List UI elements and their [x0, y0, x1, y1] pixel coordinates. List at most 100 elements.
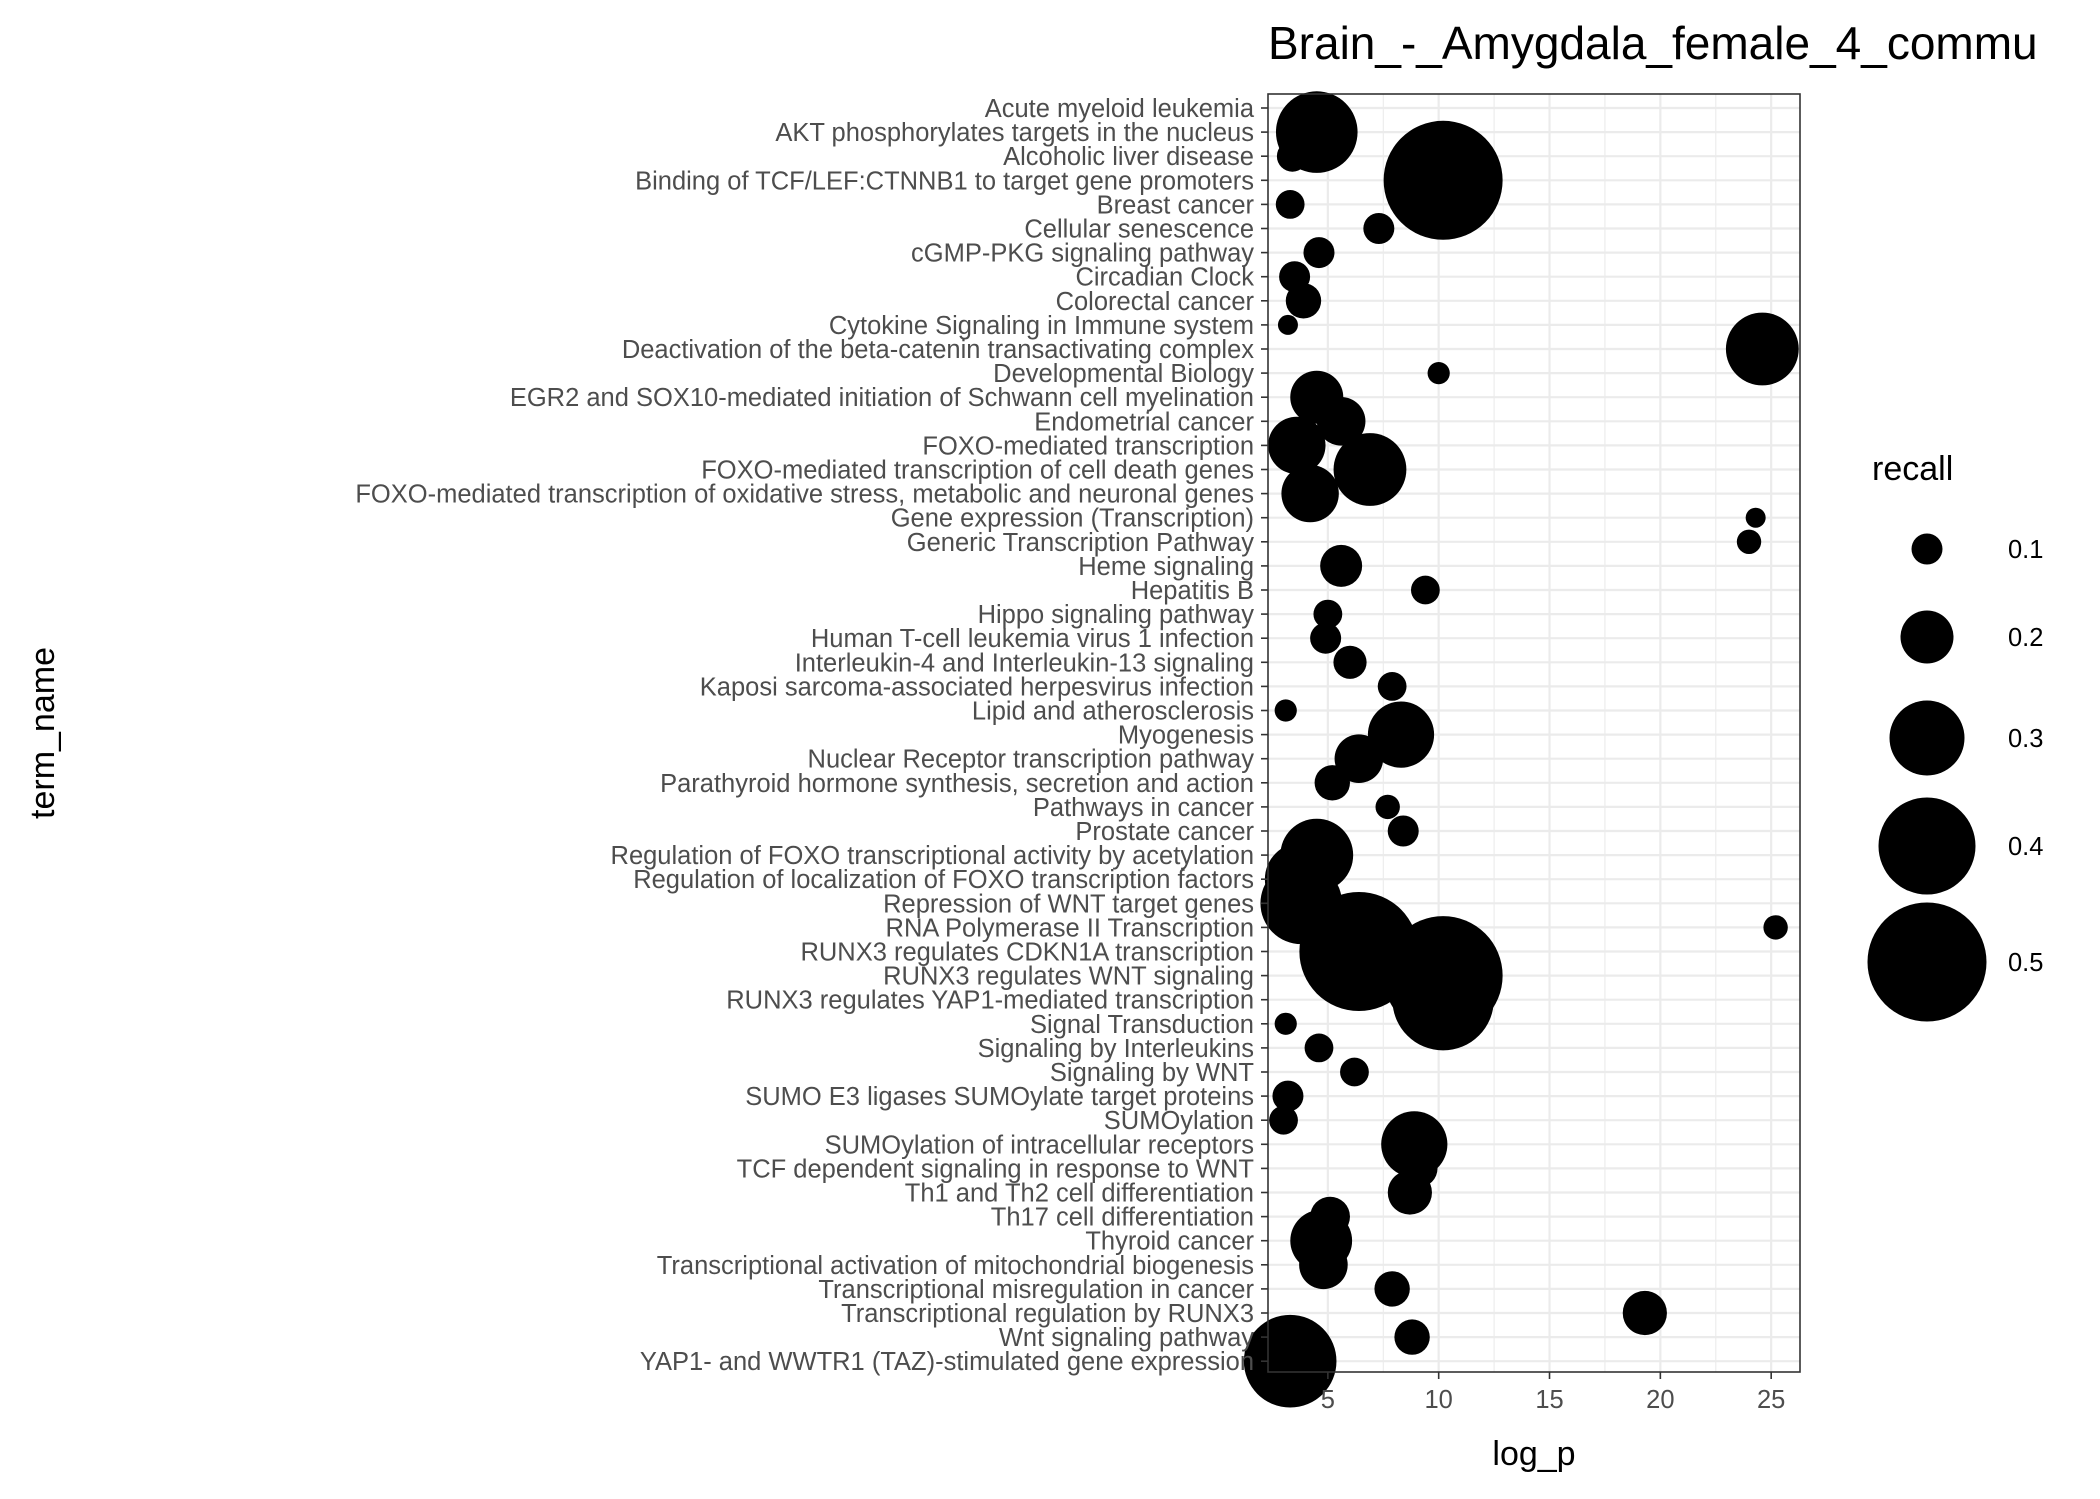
data-point — [1745, 507, 1766, 528]
data-point — [1310, 622, 1342, 654]
y-tick-label: YAP1- and WWTR1 (TAZ)-stimulated gene ex… — [640, 1348, 1254, 1376]
data-point — [1290, 370, 1344, 424]
data-point — [1313, 599, 1343, 629]
y-tick-label: FOXO-mediated transcription of cell deat… — [701, 457, 1254, 485]
legend-label: 0.3 — [2008, 725, 2043, 753]
y-tick-label: Prostate cancer — [1075, 818, 1254, 846]
legend-key — [1878, 797, 1976, 895]
data-point — [1383, 120, 1503, 240]
legend-key — [1889, 700, 1965, 776]
y-tick-label: Cellular senescence — [1024, 216, 1254, 244]
x-tick-label: 5 — [1321, 1386, 1335, 1414]
y-tick-label: Heme signaling — [1078, 553, 1254, 581]
y-axis-title: term_name — [24, 647, 62, 819]
y-tick-label: Th1 and Th2 cell differentiation — [905, 1180, 1254, 1208]
data-point — [1367, 701, 1435, 768]
data-point — [1622, 1290, 1667, 1336]
data-point — [1304, 1033, 1334, 1063]
x-axis-ticks: 5 10 15 20 25 — [1321, 1372, 1785, 1414]
legend-title: recall — [1872, 450, 1953, 488]
y-tick-label: Cytokine Signaling in Immune system — [829, 312, 1254, 340]
data-point — [1277, 314, 1298, 335]
y-tick-label: Alcoholic liver disease — [1003, 143, 1254, 171]
data-point — [1272, 1080, 1304, 1112]
data-point — [1333, 433, 1407, 506]
y-tick-label: Nuclear Receptor transcription pathway — [808, 746, 1255, 774]
y-tick-label: Gene expression (Transcription) — [891, 505, 1254, 533]
legend-label: 0.4 — [2008, 833, 2043, 861]
y-tick-label: SUMOylation of intracellular receptors — [825, 1131, 1254, 1159]
y-tick-label: SUMO E3 ligases SUMOylate target protein… — [745, 1083, 1254, 1111]
legend-label: 0.1 — [2008, 536, 2043, 564]
legend-key — [1911, 533, 1943, 565]
data-point — [1387, 815, 1419, 847]
y-tick-label: SUMOylation — [1104, 1107, 1254, 1135]
legend-label: 0.5 — [2008, 949, 2043, 977]
data-point — [1374, 1271, 1410, 1307]
y-tick-label: cGMP-PKG signaling pathway — [911, 240, 1254, 268]
y-tick-label: Circadian Clock — [1075, 264, 1254, 292]
data-point — [1363, 213, 1395, 244]
data-point — [1725, 312, 1799, 386]
y-tick-label: Signal Transduction — [1030, 1011, 1254, 1039]
y-tick-label: AKT phosphorylates targets in the nucleu… — [775, 119, 1254, 147]
data-point — [1394, 1319, 1430, 1355]
y-tick-label: Deactivation of the beta-catenin transac… — [622, 336, 1254, 364]
y-tick-label: Transcriptional misregulation in cancer — [818, 1276, 1254, 1304]
data-point — [1274, 1012, 1297, 1035]
x-tick-label: 10 — [1424, 1386, 1452, 1414]
data-point — [1736, 529, 1762, 554]
y-tick-label: Regulation of localization of FOXO trans… — [633, 866, 1254, 894]
y-tick-label: FOXO-mediated transcription — [922, 432, 1254, 460]
y-tick-label: Hippo signaling pathway — [978, 601, 1255, 629]
y-tick-label: RUNX3 regulates CDKN1A transcription — [800, 939, 1254, 967]
y-tick-label: Parathyroid hormone synthesis, secretion… — [660, 770, 1254, 798]
y-tick-label: Lipid and atherosclerosis — [972, 698, 1254, 726]
y-tick-label: Signaling by WNT — [1050, 1059, 1254, 1087]
data-point — [1375, 794, 1400, 820]
y-tick-label: Regulation of FOXO transcriptional activ… — [611, 842, 1254, 870]
y-tick-label: FOXO-mediated transcription of oxidative… — [355, 481, 1254, 509]
plot-panel-border — [1267, 93, 1801, 1373]
y-tick-label: Acute myeloid leukemia — [985, 95, 1255, 123]
y-tick-label: Signaling by Interleukins — [978, 1035, 1254, 1063]
data-point — [1243, 1314, 1337, 1408]
y-tick-label: Wnt signaling pathway — [999, 1324, 1254, 1352]
data-point — [1275, 190, 1305, 219]
legend-key — [1867, 902, 1987, 1022]
x-tick-label: 25 — [1757, 1386, 1785, 1414]
y-tick-label: RUNX3 regulates WNT signaling — [883, 963, 1254, 991]
y-tick-label: Transcriptional regulation by RUNX3 — [841, 1300, 1254, 1328]
y-tick-label: Th17 cell differentiation — [991, 1204, 1254, 1232]
size-legend: recall 0.1 0.2 0.3 0.4 0.5 — [1867, 450, 2043, 1022]
data-point — [1281, 464, 1339, 523]
y-tick-label: Colorectal cancer — [1056, 288, 1255, 316]
data-point — [1377, 672, 1407, 701]
y-tick-label: Binding of TCF/LEF:CTNNB1 to target gene… — [635, 167, 1254, 195]
x-axis-title: log_p — [1492, 1435, 1575, 1473]
y-tick-label: Developmental Biology — [993, 360, 1254, 388]
y-tick-label: RNA Polymerase II Transcription — [886, 914, 1254, 942]
chart-title: Brain_-_Amygdala_female_4_commu — [1268, 17, 2038, 69]
y-tick-label: Hepatitis B — [1131, 577, 1254, 605]
y-tick-label: TCF dependent signaling in response to W… — [737, 1155, 1254, 1183]
y-tick-label: Endometrial cancer — [1034, 408, 1254, 436]
data-point — [1303, 237, 1335, 269]
y-tick-label: Human T-cell leukemia virus 1 infection — [811, 625, 1254, 653]
data-point — [1320, 544, 1363, 587]
data-point — [1280, 818, 1354, 892]
data-point — [1274, 699, 1297, 722]
data-point — [1763, 915, 1788, 940]
y-tick-label: Pathways in cancer — [1033, 794, 1255, 822]
y-tick-label: Repression of WNT target genes — [883, 890, 1254, 918]
data-point — [1310, 1196, 1350, 1237]
data-point — [1333, 645, 1367, 679]
data-point — [1340, 1057, 1369, 1087]
x-tick-label: 15 — [1535, 1386, 1563, 1414]
x-tick-label: 20 — [1646, 1386, 1674, 1414]
data-point — [1269, 1105, 1298, 1135]
y-tick-label: RUNX3 regulates YAP1-mediated transcript… — [726, 987, 1254, 1015]
data-points — [1243, 91, 1799, 1408]
y-tick-label: Thyroid cancer — [1085, 1228, 1254, 1256]
